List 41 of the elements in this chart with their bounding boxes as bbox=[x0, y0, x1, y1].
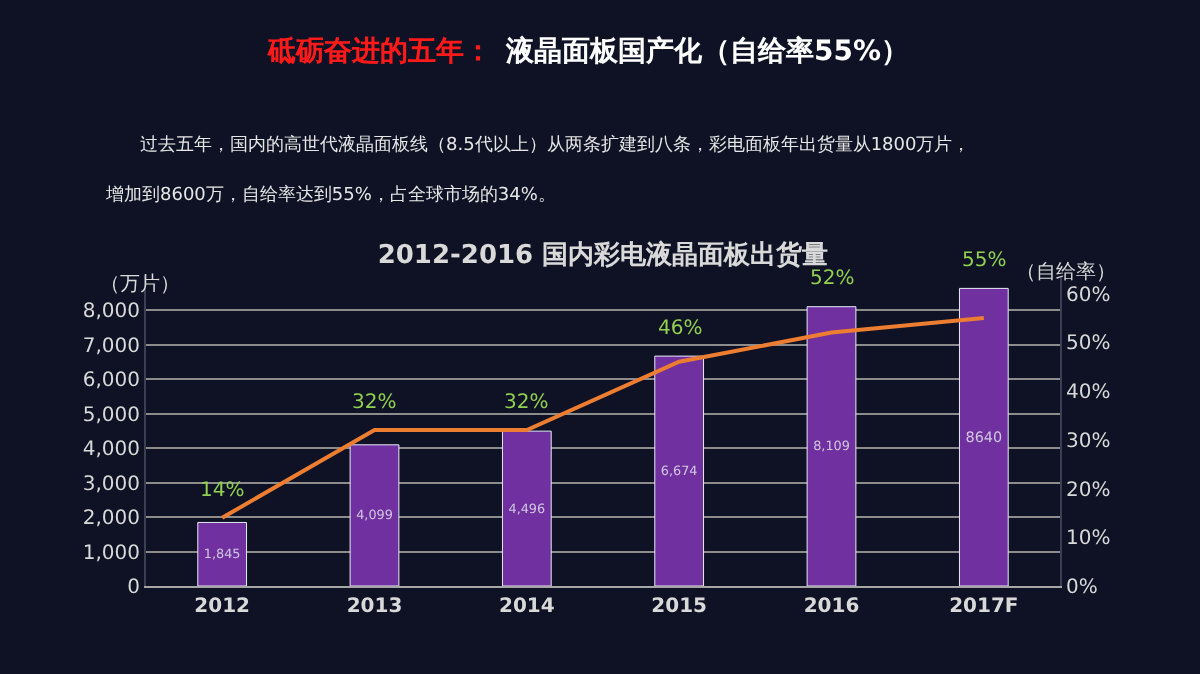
y-tick-label: 4,000 bbox=[82, 439, 140, 462]
x-tick-label: 2012 bbox=[194, 596, 251, 618]
bar bbox=[806, 306, 857, 586]
y2-axis-title: （自给率） bbox=[1016, 260, 1116, 284]
data-label: 32% bbox=[352, 392, 397, 414]
y2-tick-label: 30% bbox=[1066, 430, 1111, 453]
text: 增加到8600万，自给率达到55%，占全球市场的34%。 bbox=[104, 184, 556, 206]
bar bbox=[349, 444, 400, 586]
bar bbox=[501, 430, 552, 586]
data-label: 52% bbox=[810, 268, 855, 290]
data-label: 32% bbox=[504, 392, 549, 414]
chart-title: 2012-2016 国内彩电液晶面板出货量 bbox=[377, 239, 829, 272]
text: 砥砺奋进的五年： bbox=[266, 34, 492, 68]
y2-tick-label: 50% bbox=[1066, 333, 1111, 356]
x-tick-label: 2016 bbox=[803, 596, 860, 618]
bar bbox=[958, 287, 1009, 586]
y-tick-label: 6,000 bbox=[82, 370, 140, 393]
y-tick-label: 1,000 bbox=[82, 542, 140, 565]
data-label: 14% bbox=[200, 480, 245, 502]
data-label: 55% bbox=[962, 250, 1007, 272]
text: 液晶面板国产化（自给率55%） bbox=[504, 34, 910, 68]
bar bbox=[197, 521, 248, 586]
y2-tick-label: 10% bbox=[1066, 528, 1111, 551]
text: 过去五年，国内的高世代液晶面板线（8.5代以上）从两条扩建到八条，彩电面板年出货量从1800万片， bbox=[140, 134, 971, 156]
y-tick-label: 8,000 bbox=[82, 301, 140, 324]
x-tick-label: 2015 bbox=[651, 596, 708, 618]
y2-tick-label: 20% bbox=[1066, 479, 1111, 502]
y-axis-title: （万片） bbox=[100, 272, 180, 296]
bar bbox=[654, 355, 705, 586]
y-tick-label: 0 bbox=[127, 577, 140, 599]
x-tick-label: 2013 bbox=[346, 596, 403, 618]
x-tick-label: 2014 bbox=[499, 596, 555, 618]
y-tick-label: 3,000 bbox=[82, 473, 140, 496]
y-tick-label: 2,000 bbox=[82, 508, 140, 531]
y2-tick-label: 0% bbox=[1066, 577, 1098, 599]
x-tick-label: 2017F bbox=[949, 596, 1019, 618]
y-tick-label: 5,000 bbox=[82, 404, 140, 427]
data-label: 46% bbox=[658, 318, 703, 340]
y-tick-label: 7,000 bbox=[82, 335, 140, 358]
y2-tick-label: 40% bbox=[1066, 382, 1111, 405]
y2-tick-label: 60% bbox=[1066, 284, 1111, 307]
